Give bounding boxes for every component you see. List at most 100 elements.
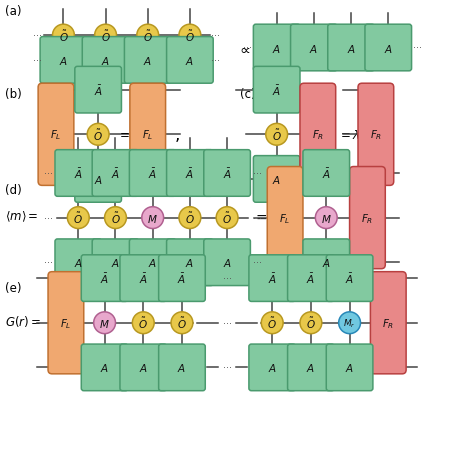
Text: $\tilde{O}$: $\tilde{O}$ [110, 211, 120, 225]
Text: (b): (b) [5, 88, 22, 101]
FancyBboxPatch shape [159, 255, 205, 302]
Text: (d): (d) [5, 183, 22, 196]
FancyBboxPatch shape [249, 344, 295, 391]
FancyBboxPatch shape [328, 25, 374, 72]
Text: $A$: $A$ [223, 257, 232, 269]
FancyBboxPatch shape [288, 255, 334, 302]
Text: $F_L$: $F_L$ [142, 128, 154, 142]
Text: $\tilde{O}$: $\tilde{O}$ [185, 29, 195, 44]
FancyBboxPatch shape [267, 167, 303, 269]
Text: $A$: $A$ [346, 43, 356, 54]
Text: ···: ··· [253, 213, 262, 223]
Text: $A$: $A$ [322, 257, 331, 269]
Circle shape [132, 312, 154, 334]
FancyBboxPatch shape [249, 255, 295, 302]
Text: $A$: $A$ [185, 55, 194, 67]
Text: $A$: $A$ [94, 174, 102, 186]
Text: ···: ··· [223, 363, 232, 373]
Text: ···: ··· [253, 169, 262, 179]
Text: $\tilde{O}$: $\tilde{O}$ [177, 316, 187, 331]
FancyBboxPatch shape [288, 344, 334, 391]
Text: $A$: $A$ [306, 362, 315, 374]
Text: (a): (a) [5, 6, 22, 19]
Text: $\bar{A}$: $\bar{A}$ [148, 167, 157, 181]
FancyBboxPatch shape [204, 150, 250, 197]
Text: $\bar{A}$: $\bar{A}$ [177, 271, 186, 286]
FancyBboxPatch shape [358, 84, 394, 186]
FancyBboxPatch shape [120, 344, 166, 391]
FancyBboxPatch shape [55, 239, 101, 286]
Text: $A$: $A$ [345, 362, 354, 374]
Text: $A$: $A$ [148, 257, 157, 269]
FancyBboxPatch shape [92, 150, 139, 197]
FancyBboxPatch shape [303, 150, 350, 197]
FancyBboxPatch shape [120, 255, 166, 302]
FancyBboxPatch shape [75, 156, 121, 203]
Circle shape [266, 124, 288, 146]
Text: $\bar{A}$: $\bar{A}$ [223, 167, 232, 181]
FancyBboxPatch shape [370, 272, 406, 374]
FancyBboxPatch shape [82, 38, 129, 84]
FancyBboxPatch shape [350, 167, 385, 269]
Text: $G(r) =$: $G(r) =$ [5, 313, 41, 329]
FancyBboxPatch shape [92, 239, 139, 286]
FancyBboxPatch shape [129, 239, 176, 286]
Text: ···: ··· [223, 318, 232, 328]
Text: $= \lambda$: $= \lambda$ [338, 129, 361, 142]
Text: ···: ··· [33, 31, 42, 41]
Text: ···: ··· [412, 44, 421, 53]
Text: $\bar{A}$: $\bar{A}$ [272, 83, 281, 98]
Text: $A$: $A$ [139, 362, 148, 374]
Text: $M$: $M$ [321, 212, 332, 224]
Text: $\tilde{O}$: $\tilde{O}$ [100, 29, 110, 44]
Circle shape [171, 312, 193, 334]
Text: $F_R$: $F_R$ [361, 211, 374, 225]
Text: $F_R$: $F_R$ [312, 128, 324, 142]
Text: ···: ··· [223, 274, 232, 283]
Text: $F_L$: $F_L$ [50, 128, 62, 142]
Text: (c): (c) [240, 88, 256, 101]
Circle shape [137, 25, 159, 47]
FancyBboxPatch shape [40, 38, 87, 84]
Text: $= \lambda$: $= \lambda$ [117, 129, 139, 142]
FancyBboxPatch shape [291, 25, 337, 72]
FancyBboxPatch shape [55, 150, 101, 197]
FancyBboxPatch shape [129, 150, 176, 197]
Text: $\propto$: $\propto$ [237, 41, 252, 56]
Text: $\tilde{O}$: $\tilde{O}$ [185, 211, 195, 225]
FancyBboxPatch shape [81, 255, 128, 302]
Circle shape [142, 207, 164, 229]
Text: ···: ··· [44, 169, 53, 179]
Circle shape [261, 312, 283, 334]
FancyBboxPatch shape [204, 239, 250, 286]
Text: $\tilde{O}$: $\tilde{O}$ [222, 211, 232, 225]
Text: $M_r$: $M_r$ [343, 317, 356, 329]
Circle shape [338, 312, 361, 334]
FancyBboxPatch shape [300, 84, 336, 186]
Text: $M$: $M$ [99, 317, 110, 329]
Text: $\bar{A}$: $\bar{A}$ [345, 271, 354, 286]
FancyBboxPatch shape [124, 38, 171, 84]
FancyBboxPatch shape [326, 344, 373, 391]
Text: $A$: $A$ [268, 362, 277, 374]
FancyBboxPatch shape [326, 255, 373, 302]
Circle shape [95, 25, 117, 47]
Text: $\bar{A}$: $\bar{A}$ [100, 271, 109, 286]
Circle shape [179, 207, 201, 229]
Text: $A$: $A$ [272, 43, 281, 54]
Text: ···: ··· [253, 258, 262, 268]
Text: $\bar{A}$: $\bar{A}$ [139, 271, 148, 286]
Circle shape [300, 312, 322, 334]
Text: $F_L$: $F_L$ [60, 316, 72, 330]
Text: $\tilde{O}$: $\tilde{O}$ [306, 316, 316, 331]
Text: ···: ··· [211, 56, 220, 66]
Text: $\tilde{O}$: $\tilde{O}$ [272, 127, 282, 143]
FancyBboxPatch shape [166, 239, 213, 286]
Text: $\tilde{O}$: $\tilde{O}$ [93, 127, 103, 143]
Text: $\bar{A}$: $\bar{A}$ [74, 167, 83, 181]
Circle shape [216, 207, 238, 229]
Text: $\tilde{O}$: $\tilde{O}$ [138, 316, 148, 331]
Text: $A$: $A$ [177, 362, 186, 374]
Text: $A$: $A$ [111, 257, 120, 269]
FancyBboxPatch shape [365, 25, 411, 72]
